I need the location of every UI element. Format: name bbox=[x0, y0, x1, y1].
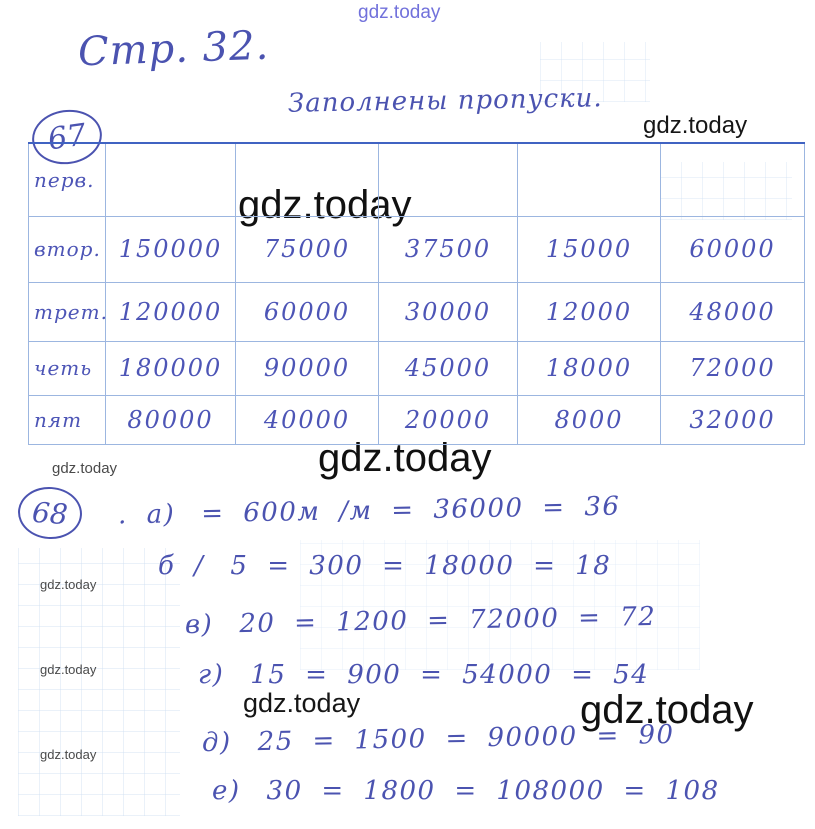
problem-68-line-b: б / 5 = 300 = 18000 = 18 bbox=[158, 551, 611, 581]
item-expression: 5 = 300 = 18000 = 18 bbox=[230, 551, 612, 581]
table-cell: 60000 bbox=[235, 281, 379, 342]
table-cell: 45000 bbox=[378, 340, 518, 396]
problem-68-line-d: д) 25 = 1500 = 90000 = 90 bbox=[202, 720, 675, 758]
table-cell: 40000 bbox=[235, 394, 379, 445]
gdz-watermark: gdz.today bbox=[243, 688, 361, 718]
row-label: втор. bbox=[28, 215, 106, 283]
table-cell: 20000 bbox=[378, 394, 518, 445]
gdz-watermark: gdz.today bbox=[358, 2, 441, 23]
table-cell: 120000 bbox=[105, 281, 236, 342]
table-cell: 32000 bbox=[660, 394, 805, 445]
table-cell: 18000 bbox=[517, 340, 661, 396]
gdz-watermark: gdz.today bbox=[580, 688, 754, 732]
table-row: перв. bbox=[28, 142, 805, 217]
table-cell bbox=[517, 142, 661, 217]
table-cell: 75000 bbox=[235, 215, 379, 283]
table-row: трет. 120000 60000 30000 12000 48000 bbox=[28, 281, 805, 342]
gdz-watermark: gdz.today bbox=[52, 460, 118, 477]
gdz-watermark: gdz.today bbox=[40, 577, 97, 592]
table-cell: 90000 bbox=[235, 340, 379, 396]
table-cell bbox=[378, 142, 518, 217]
table-cell: 37500 bbox=[378, 215, 518, 283]
problem-67-table: перв. втор. 150000 75000 37500 15000 600… bbox=[28, 142, 805, 445]
item-expression: 30 = 1800 = 108000 = 108 bbox=[266, 776, 720, 806]
exercise-subtitle: Заполнены пропуски. bbox=[287, 83, 603, 119]
table-cell: 8000 bbox=[517, 394, 661, 445]
table-row: четь 180000 90000 45000 18000 72000 bbox=[28, 340, 805, 396]
table-cell: 60000 bbox=[660, 215, 805, 283]
problem-68-line-e: е) 30 = 1800 = 108000 = 108 bbox=[212, 776, 720, 806]
table-cell: 72000 bbox=[660, 340, 805, 396]
problem-68-line-g: г) 15 = 900 = 54000 = 54 bbox=[198, 660, 649, 690]
problem-68-number: 68 bbox=[16, 484, 84, 542]
page-number-heading: Стр. 32. bbox=[77, 22, 270, 76]
item-letter: в) bbox=[184, 609, 214, 641]
table-cell: 80000 bbox=[105, 394, 236, 445]
table-cell: 48000 bbox=[660, 281, 805, 342]
item-letter: е) bbox=[212, 776, 241, 806]
item-letter: . а) bbox=[117, 499, 176, 531]
row-label: перв. bbox=[28, 142, 106, 217]
table-cell bbox=[235, 142, 379, 217]
item-expression: 25 = 1500 = 90000 = 90 bbox=[257, 719, 675, 758]
problem-68-line-a: . а) = 600м /м = 36000 = 36 bbox=[118, 492, 621, 531]
problem-68-line-v: в) 20 = 1200 = 72000 = 72 bbox=[185, 602, 657, 640]
item-letter: г) bbox=[198, 660, 225, 690]
table-cell: 15000 bbox=[517, 215, 661, 283]
table-cell: 180000 bbox=[105, 340, 236, 396]
row-label: пят bbox=[28, 394, 106, 445]
item-expression: 20 = 1200 = 72000 = 72 bbox=[239, 601, 657, 640]
table-cell: 30000 bbox=[378, 281, 518, 342]
item-letter: б / bbox=[158, 551, 205, 581]
item-expression: = 600м /м = 36000 = 36 bbox=[200, 491, 621, 529]
table-cell: 150000 bbox=[105, 215, 236, 283]
gdz-watermark: gdz.today bbox=[643, 112, 748, 139]
table-row: пят 80000 40000 20000 8000 32000 bbox=[28, 394, 805, 445]
problem-68-number-label: 68 bbox=[31, 495, 69, 531]
gdz-watermark: gdz.today bbox=[40, 662, 97, 677]
gdz-watermark: gdz.today bbox=[40, 747, 97, 762]
row-label: четь bbox=[28, 340, 106, 396]
item-letter: д) bbox=[201, 727, 232, 759]
table-row: втор. 150000 75000 37500 15000 60000 bbox=[28, 215, 805, 283]
item-expression: 15 = 900 = 54000 = 54 bbox=[250, 660, 650, 690]
row-label: трет. bbox=[28, 281, 106, 342]
table-cell bbox=[105, 142, 236, 217]
table-cell bbox=[660, 142, 805, 217]
table-cell: 12000 bbox=[517, 281, 661, 342]
